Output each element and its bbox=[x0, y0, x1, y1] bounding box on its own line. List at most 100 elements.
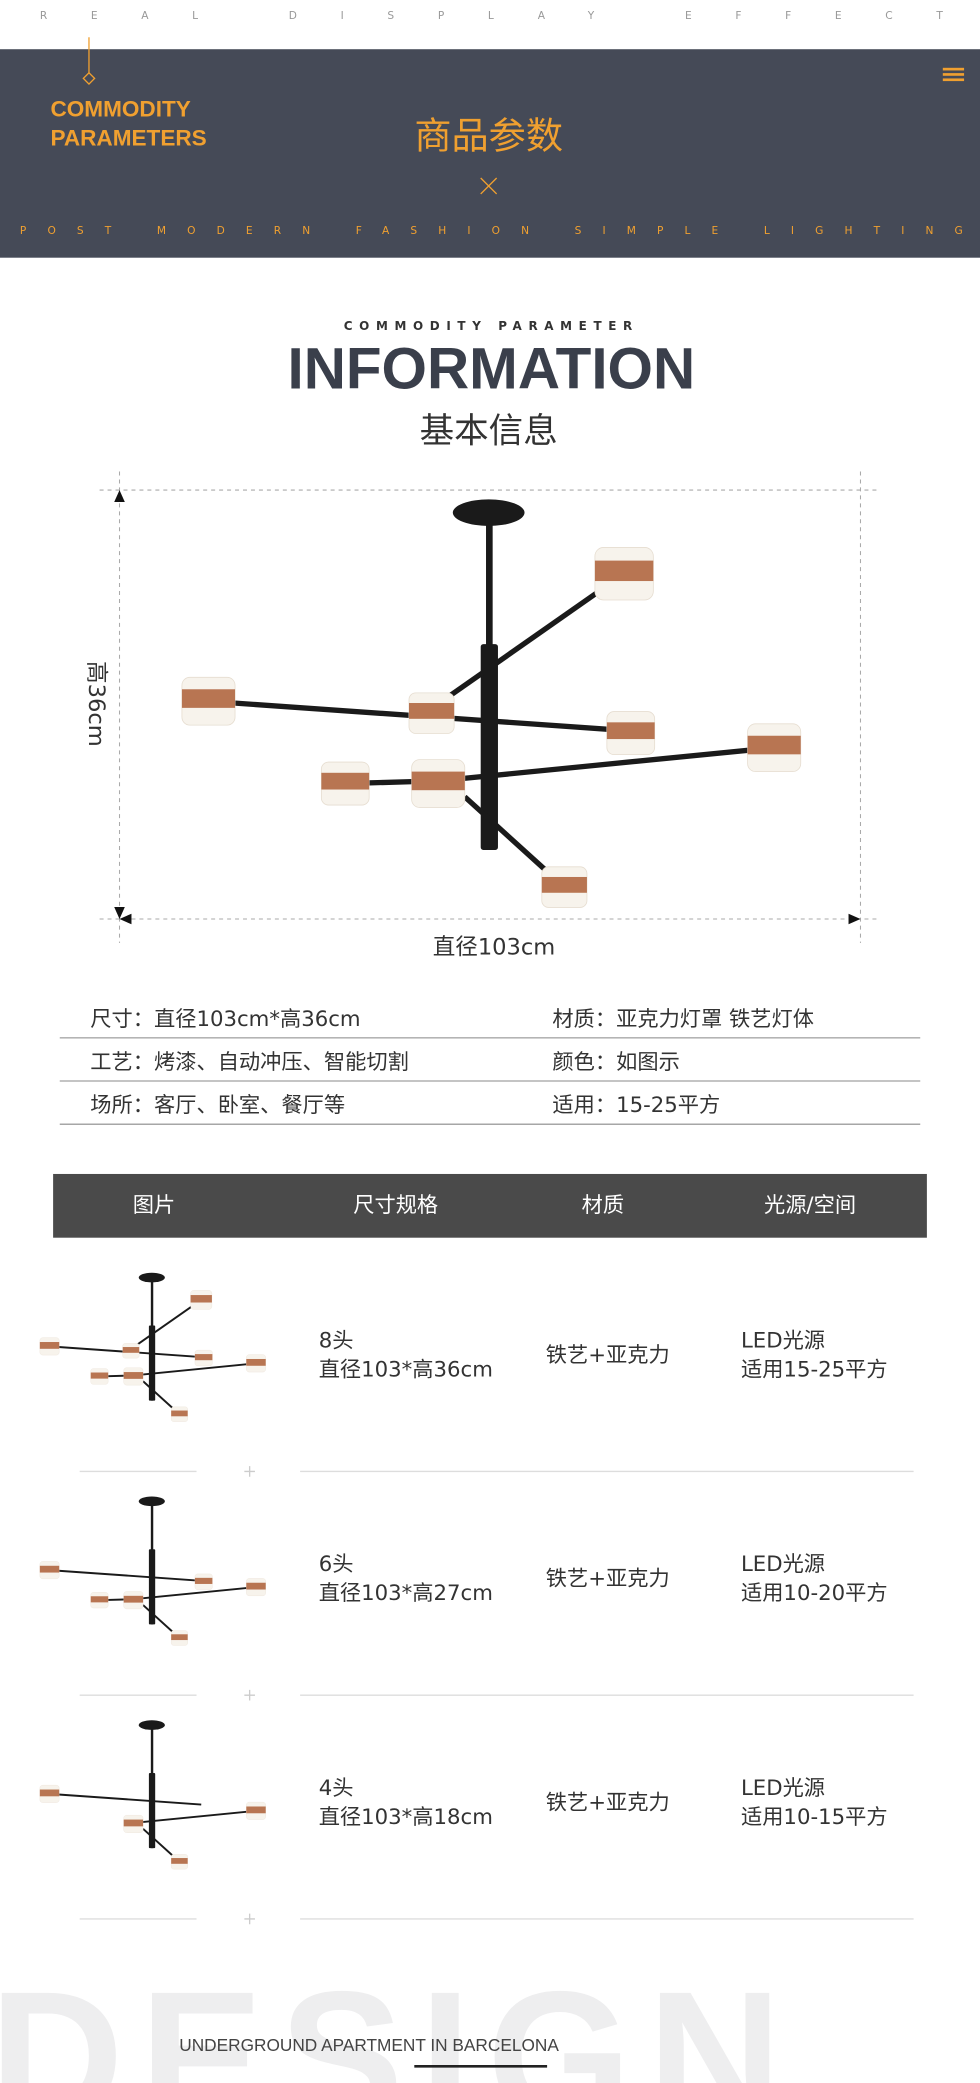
spec-text: 场所：客厅、卧室、餐厅等 bbox=[90, 1093, 345, 1118]
dim-arrow bbox=[119, 913, 132, 925]
dim-arrow bbox=[848, 913, 861, 925]
header-title-en: COMMODITY bbox=[50, 96, 190, 121]
shade-band bbox=[246, 1582, 266, 1590]
shade-band bbox=[171, 1858, 188, 1864]
shade-band bbox=[90, 1372, 109, 1379]
light-cell: LED光源 bbox=[741, 1776, 825, 1801]
shade-band bbox=[246, 1358, 266, 1366]
spec-text: 颜色：如图示 bbox=[552, 1050, 679, 1075]
shade-band bbox=[246, 1806, 266, 1814]
arm bbox=[133, 1586, 257, 1601]
shade-band bbox=[39, 1342, 60, 1349]
table-header-cell: 材质 bbox=[582, 1193, 624, 1218]
arm bbox=[133, 1362, 257, 1377]
arm bbox=[49, 1792, 202, 1806]
shade-band bbox=[321, 772, 370, 790]
canopy bbox=[452, 499, 525, 526]
arm bbox=[436, 571, 626, 707]
canopy bbox=[138, 1720, 165, 1730]
product-thumbnail bbox=[39, 1720, 266, 1870]
shade-band bbox=[123, 1595, 144, 1603]
spec-cell: 直径103*高27cm bbox=[319, 1581, 493, 1606]
shade-band bbox=[606, 722, 655, 740]
header-band bbox=[0, 49, 980, 258]
row-plus bbox=[244, 1466, 255, 1477]
canopy bbox=[138, 1496, 165, 1507]
shade-band bbox=[39, 1565, 60, 1573]
table-header-cell: 光源/空间 bbox=[764, 1193, 856, 1218]
light-cell: 适用10-15平方 bbox=[741, 1805, 888, 1830]
spec-text: 材质：亚克力灯罩 铁艺灯体 bbox=[552, 1007, 814, 1032]
spec-text: 尺寸：直径103cm*高36cm bbox=[90, 1007, 360, 1032]
material-cell: 铁艺+亚克力 bbox=[546, 1567, 670, 1592]
menu-bar bbox=[942, 67, 965, 71]
shade-band bbox=[122, 1347, 140, 1353]
width-label: 直径103cm bbox=[433, 935, 556, 961]
table-header-cell: 尺寸规格 bbox=[353, 1193, 438, 1218]
canopy bbox=[138, 1272, 165, 1283]
dim-frame bbox=[99, 471, 880, 943]
header-title-en: PARAMETERS bbox=[50, 125, 206, 150]
shade-band bbox=[39, 1789, 60, 1797]
shade-band bbox=[594, 560, 654, 582]
material-cell: 铁艺+亚克力 bbox=[546, 1790, 670, 1815]
menu-bar bbox=[942, 78, 965, 82]
spec-text: 工艺：烤漆、自动冲压、智能切割 bbox=[90, 1050, 409, 1075]
row-plus bbox=[244, 1689, 255, 1701]
light-cell: LED光源 bbox=[741, 1552, 825, 1577]
info-title: INFORMATION bbox=[287, 337, 695, 402]
arm bbox=[132, 1299, 202, 1349]
spec-cell: 4头 bbox=[319, 1776, 354, 1801]
lamp-illustration bbox=[181, 499, 802, 908]
menu-icon[interactable] bbox=[942, 67, 965, 82]
stem-sleeve bbox=[480, 644, 498, 850]
shade-band bbox=[190, 1295, 212, 1303]
shade-band bbox=[194, 1577, 213, 1584]
shade-band bbox=[408, 703, 455, 719]
shade-band bbox=[181, 689, 236, 708]
dim-arrow bbox=[114, 907, 125, 919]
stem-sleeve bbox=[148, 1773, 156, 1849]
footer-watermark: DESIGN bbox=[0, 1954, 798, 2083]
shade-band bbox=[194, 1354, 213, 1361]
arm bbox=[437, 745, 775, 784]
shade-band bbox=[747, 735, 801, 755]
stem-sleeve bbox=[148, 1549, 156, 1625]
arm bbox=[133, 1809, 257, 1824]
product-table: 图片 尺寸规格 材质 光源/空间8头直径103*高36cm铁艺+亚克力LED光源适用1… bbox=[39, 1193, 914, 1925]
product-thumbnail bbox=[39, 1272, 266, 1422]
light-cell: 适用15-25平方 bbox=[741, 1357, 888, 1382]
shade-band bbox=[171, 1410, 188, 1417]
row-plus bbox=[244, 1913, 255, 1925]
shade-band bbox=[123, 1372, 144, 1379]
table-header bbox=[53, 1173, 927, 1238]
stem-sleeve bbox=[148, 1325, 156, 1401]
spec-cell: 直径103*高36cm bbox=[319, 1357, 493, 1382]
table-header-cell: 图片 bbox=[133, 1193, 175, 1218]
shade-band bbox=[90, 1596, 109, 1603]
dim-arrow bbox=[114, 490, 125, 503]
header-tagline: POST MODERN FASHION SIMPLE LIGHTING bbox=[20, 224, 963, 237]
light-cell: 适用10-20平方 bbox=[741, 1581, 888, 1606]
spec-list: 尺寸：直径103cm*高36cm 材质：亚克力灯罩 铁艺灯体工艺：烤漆、自动冲压、… bbox=[59, 1007, 921, 1125]
shade-band bbox=[123, 1819, 144, 1827]
info-subtitle: 基本信息 bbox=[420, 411, 558, 451]
top-banner: REAL DISPLAY EFFECT bbox=[40, 9, 943, 22]
light-cell: LED光源 bbox=[741, 1328, 825, 1353]
info-kicker: COMMODITY PARAMETER bbox=[344, 319, 639, 333]
shade-band bbox=[171, 1634, 188, 1641]
spec-cell: 直径103*高18cm bbox=[319, 1805, 493, 1830]
height-label: 高36cm bbox=[83, 661, 109, 747]
spec-text: 适用：15-25平方 bbox=[552, 1093, 720, 1118]
spec-cell: 6头 bbox=[319, 1552, 354, 1577]
shade-band bbox=[541, 876, 587, 893]
arm bbox=[49, 1569, 202, 1582]
footer-caption: UNDERGROUND APARTMENT IN BARCELONA bbox=[179, 2035, 559, 2055]
spec-cell: 8头 bbox=[319, 1328, 354, 1353]
product-thumbnail bbox=[39, 1496, 266, 1646]
shade-band bbox=[411, 771, 465, 791]
header-cross bbox=[480, 177, 498, 195]
menu-bar bbox=[942, 73, 965, 76]
